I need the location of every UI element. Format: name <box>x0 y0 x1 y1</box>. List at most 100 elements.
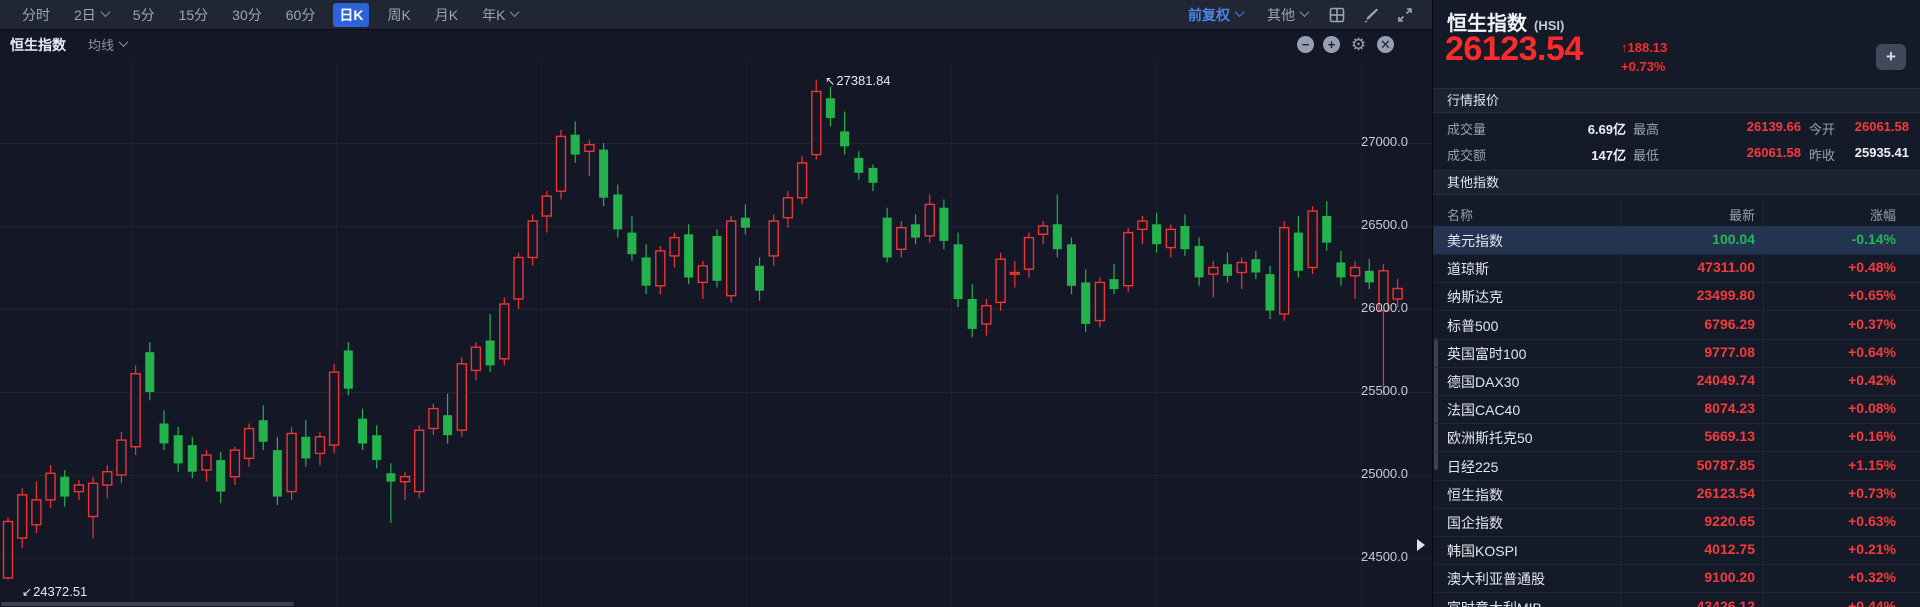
quote-value: 25935.41 <box>1854 145 1909 160</box>
index-name: 日经225 <box>1447 458 1499 475</box>
draw-brush-icon[interactable] <box>1363 7 1379 23</box>
index-row-德国DAX30[interactable]: 德国DAX30 24049.74 +0.42% <box>1433 367 1920 396</box>
index-change-percent: +0.08% <box>1848 400 1896 417</box>
low-point-value: 24372.51 <box>33 584 88 600</box>
index-last-price: 5669.13 <box>1704 428 1755 445</box>
low-point-annotation: ↙24372.51 <box>22 584 87 599</box>
gridline-v <box>336 58 337 607</box>
fullscreen-icon[interactable] <box>1397 7 1413 23</box>
quote-label: 成交额 <box>1447 148 1487 163</box>
panel-scrollbar-thumb[interactable] <box>1434 338 1438 470</box>
index-name: 富时意大利MIB <box>1447 598 1542 607</box>
index-name: 标普500 <box>1447 317 1499 334</box>
indices-table-header: 名称 最新 涨幅 <box>1433 198 1920 226</box>
period-tab-label: 日K <box>339 6 364 23</box>
period-tab-5分[interactable]: 5分 <box>127 3 161 27</box>
index-row-欧洲斯托克50[interactable]: 欧洲斯托克50 5669.13 +0.16% <box>1433 423 1920 453</box>
period-tab-15分[interactable]: 15分 <box>173 3 215 27</box>
chart-region: 分时 2日 5分 15分 30分 60分 日K 周K 月K 年K 前复权 其他 <box>0 0 1432 607</box>
index-last-price: 9100.20 <box>1704 569 1755 586</box>
close-icon[interactable]: ✕ <box>1377 36 1394 53</box>
index-row-富时意大利MIB[interactable]: 富时意大利MIB 43426.12 +0.44% <box>1433 593 1920 607</box>
y-axis-tick-label: 26500.0 <box>1361 217 1408 232</box>
zoom-out-icon[interactable]: − <box>1297 36 1314 53</box>
index-last-price: 47311.00 <box>1697 259 1755 276</box>
index-last-price: 50787.85 <box>1696 456 1755 473</box>
period-tab-分时[interactable]: 分时 <box>16 3 56 27</box>
index-last-price: 9220.65 <box>1704 513 1755 529</box>
period-tabs: 分时 2日 5分 15分 30分 60分 日K 周K 月K 年K <box>10 2 530 27</box>
col-header-last: 最新 <box>1728 208 1755 223</box>
period-tab-2日[interactable]: 2日 <box>68 3 115 27</box>
index-row-澳大利亚普通股[interactable]: 澳大利亚普通股 9100.20 +0.32% <box>1433 564 1920 594</box>
chevron-down-icon <box>100 6 111 17</box>
index-name: 纳斯达克 <box>1447 289 1503 306</box>
index-row-日经225[interactable]: 日经225 50787.85 +1.15% <box>1433 452 1920 481</box>
period-tab-周K[interactable]: 周K <box>381 3 416 27</box>
index-row-美元指数[interactable]: 美元指数 100.04 -0.14% <box>1433 226 1920 255</box>
quote-label: 最高 <box>1633 122 1660 137</box>
adjust-mode-dropdown[interactable]: 前复权 <box>1182 3 1249 27</box>
zoom-in-icon[interactable]: + <box>1323 36 1340 53</box>
symbol-header: 恒生指数 (HSI) <box>1447 7 1564 36</box>
period-tab-label: 月K <box>434 6 459 23</box>
index-change-percent: +1.15% <box>1848 456 1896 473</box>
price-change-value: 188.13 <box>1627 40 1668 55</box>
layout-grid-icon[interactable] <box>1329 7 1345 23</box>
index-row-标普500[interactable]: 标普500 6796.29 +0.37% <box>1433 311 1920 340</box>
period-tab-月K[interactable]: 月K <box>429 3 464 27</box>
gridline-h <box>0 475 1432 476</box>
index-row-法国CAC40[interactable]: 法国CAC40 8074.23 +0.08% <box>1433 395 1920 425</box>
period-tab-60分[interactable]: 60分 <box>280 3 322 27</box>
index-row-国企指数[interactable]: 国企指数 9220.65 +0.63% <box>1433 508 1920 537</box>
index-row-英国富时100[interactable]: 英国富时100 9777.08 +0.64% <box>1433 339 1920 368</box>
index-last-price: 4012.75 <box>1704 541 1755 558</box>
index-change-percent: +0.73% <box>1848 484 1896 501</box>
index-row-道琼斯[interactable]: 道琼斯 47311.00 +0.48% <box>1433 254 1920 284</box>
index-name: 恒生指数 <box>1447 486 1503 503</box>
up-arrow-icon: ↑ <box>1621 40 1628 55</box>
index-change-percent: +0.42% <box>1848 372 1896 388</box>
period-tab-30分[interactable]: 30分 <box>226 3 268 27</box>
scroll-right-arrow[interactable] <box>1417 539 1425 551</box>
period-tab-年K[interactable]: 年K <box>476 3 524 27</box>
quote-value: 6.69亿 <box>1587 122 1626 137</box>
gridline-h <box>0 558 1432 559</box>
other-indices-section-header: 其他指数 <box>1433 170 1920 195</box>
other-dropdown[interactable]: 其他 <box>1261 3 1314 27</box>
index-change-percent: +0.63% <box>1848 513 1896 529</box>
gridline-h <box>0 226 1432 227</box>
index-name: 法国CAC40 <box>1447 402 1521 419</box>
column-divider <box>1620 198 1621 607</box>
index-row-恒生指数[interactable]: 恒生指数 26123.54 +0.73% <box>1433 480 1920 509</box>
add-to-watchlist-button[interactable]: + <box>1876 44 1906 70</box>
index-last-price: 24049.74 <box>1696 372 1755 388</box>
quote-value: 26061.58 <box>1746 145 1801 160</box>
index-last-price: 100.04 <box>1712 231 1755 247</box>
period-tab-label: 60分 <box>285 6 316 23</box>
candlestick-chart-plot[interactable]: 27000.0 26500.0 26000.0 25500.0 25000.0 24500… <box>0 58 1432 607</box>
index-row-韩国KOSPI[interactable]: 韩国KOSPI 4012.75 +0.21% <box>1433 536 1920 566</box>
period-tab-日K[interactable]: 日K <box>333 2 370 27</box>
arrow-up-left-icon: ↖ <box>825 73 836 88</box>
chevron-down-icon <box>1299 6 1310 17</box>
gridline-v <box>1156 58 1157 607</box>
period-tab-label: 30分 <box>232 6 262 23</box>
y-axis-tick-label: 27000.0 <box>1361 134 1408 149</box>
index-change-percent: +0.37% <box>1848 315 1896 332</box>
index-last-price: 26123.54 <box>1696 484 1755 501</box>
gear-icon[interactable]: ⚙ <box>1350 35 1367 54</box>
index-change-percent: -0.14% <box>1851 231 1896 247</box>
chevron-down-icon <box>1234 6 1245 17</box>
high-point-value: 27381.84 <box>836 72 891 88</box>
arrow-down-left-icon: ↙ <box>22 585 33 600</box>
gridline-h <box>0 309 1432 310</box>
gridline-v <box>1361 58 1362 607</box>
ma-indicator-dropdown[interactable]: 均线 <box>88 35 129 54</box>
symbol-code: (HSI) <box>1534 18 1565 33</box>
index-row-纳斯达克[interactable]: 纳斯达克 23499.80 +0.65% <box>1433 282 1920 312</box>
index-name: 韩国KOSPI <box>1447 543 1518 560</box>
horizontal-scrollbar-thumb[interactable] <box>1 602 294 606</box>
adjust-mode-label: 前复权 <box>1188 6 1230 23</box>
quote-value: 26061.58 <box>1854 119 1909 134</box>
